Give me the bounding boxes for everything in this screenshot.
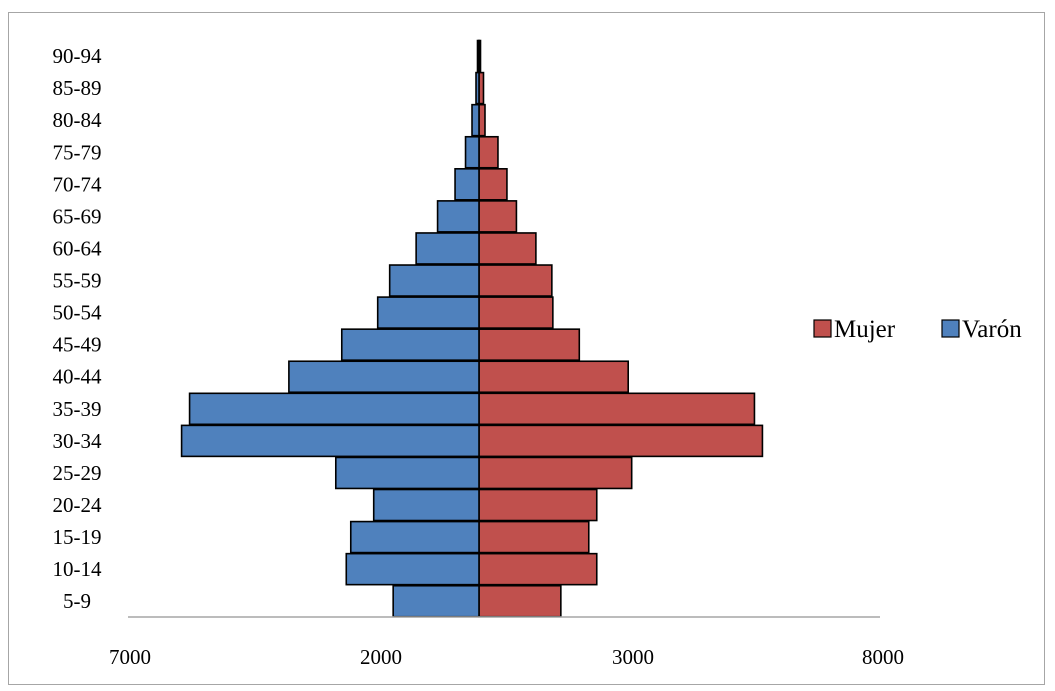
bar-mujer-55-59 bbox=[478, 264, 553, 297]
bar-var-n-5-9 bbox=[392, 584, 480, 618]
bar-mujer-75-79 bbox=[478, 135, 499, 169]
y-tick-label-15-19: 15-19 bbox=[53, 525, 102, 549]
bar-var-n-70-74 bbox=[454, 168, 480, 201]
bar-var-n-85-89 bbox=[475, 71, 480, 105]
x-tick-label-1: 2000 bbox=[360, 645, 402, 669]
x-tick-label-3: 8000 bbox=[862, 645, 904, 669]
bars-group bbox=[180, 39, 764, 618]
bar-mujer-70-74 bbox=[478, 168, 508, 201]
bar-var-n-50-54 bbox=[376, 296, 480, 329]
bar-var-n-45-49 bbox=[340, 328, 480, 361]
bar-mujer-30-34 bbox=[478, 424, 764, 458]
bar-var-n-35-39 bbox=[188, 392, 480, 426]
bar-var-n-20-24 bbox=[372, 488, 480, 522]
y-tick-label-75-79: 75-79 bbox=[53, 140, 102, 164]
x-tick-label-0: 7000 bbox=[109, 645, 151, 669]
bar-mujer-10-14 bbox=[478, 552, 598, 586]
bar-var-n-40-44 bbox=[288, 360, 480, 394]
bar-mujer-45-49 bbox=[478, 328, 581, 361]
y-tick-label-5-9: 5-9 bbox=[63, 589, 91, 613]
bar-var-n-55-59 bbox=[388, 264, 480, 297]
y-tick-label-30-34: 30-34 bbox=[53, 429, 102, 453]
bar-var-n-65-69 bbox=[436, 200, 480, 233]
x-axis-tick-labels: 7000 2000 3000 8000 bbox=[109, 645, 904, 669]
y-tick-label-10-14: 10-14 bbox=[53, 557, 102, 581]
y-tick-label-90-94: 90-94 bbox=[53, 44, 102, 68]
legend-swatch-mujer bbox=[813, 319, 832, 338]
legend-label-var-n: Varón bbox=[962, 316, 1022, 343]
legend: Mujer Varón bbox=[813, 316, 1022, 343]
bar-mujer-65-69 bbox=[478, 200, 518, 233]
y-tick-label-25-29: 25-29 bbox=[53, 461, 102, 485]
y-tick-label-50-54: 50-54 bbox=[53, 301, 102, 325]
bar-mujer-20-24 bbox=[478, 488, 598, 522]
y-axis-tick-labels: 5-9 10-14 15-19 20-24 25-29 30-34 35-39 40-44 45… bbox=[53, 44, 102, 613]
bar-var-n-25-29 bbox=[334, 456, 480, 490]
bar-mujer-40-44 bbox=[478, 360, 629, 394]
bar-var-n-10-14 bbox=[345, 552, 480, 586]
bar-mujer-15-19 bbox=[478, 520, 590, 554]
y-tick-label-60-64: 60-64 bbox=[53, 236, 102, 260]
bar-mujer-50-54 bbox=[478, 296, 554, 329]
y-tick-label-55-59: 55-59 bbox=[53, 269, 102, 293]
bar-var-n-15-19 bbox=[349, 520, 480, 554]
y-tick-label-85-89: 85-89 bbox=[53, 76, 102, 100]
y-tick-label-40-44: 40-44 bbox=[53, 365, 102, 389]
legend-swatch-var-n bbox=[941, 319, 960, 338]
bar-var-n-75-79 bbox=[464, 135, 480, 169]
x-tick-label-2: 3000 bbox=[612, 645, 654, 669]
y-tick-label-65-69: 65-69 bbox=[53, 204, 102, 228]
bar-mujer-5-9 bbox=[478, 584, 562, 618]
bar-mujer-80-84 bbox=[478, 103, 486, 137]
y-tick-label-20-24: 20-24 bbox=[53, 493, 102, 517]
bar-var-n-90-94 bbox=[476, 39, 480, 73]
bar-mujer-35-39 bbox=[478, 392, 756, 426]
bar-var-n-60-64 bbox=[415, 232, 480, 265]
bar-var-n-80-84 bbox=[471, 103, 480, 137]
bar-var-n-30-34 bbox=[180, 424, 480, 458]
bar-mujer-60-64 bbox=[478, 232, 537, 265]
legend-label-mujer: Mujer bbox=[834, 316, 896, 343]
y-tick-label-45-49: 45-49 bbox=[53, 333, 102, 357]
y-tick-label-80-84: 80-84 bbox=[53, 108, 102, 132]
bar-mujer-25-29 bbox=[478, 456, 633, 490]
y-tick-label-70-74: 70-74 bbox=[53, 172, 102, 196]
y-tick-label-35-39: 35-39 bbox=[53, 397, 102, 421]
